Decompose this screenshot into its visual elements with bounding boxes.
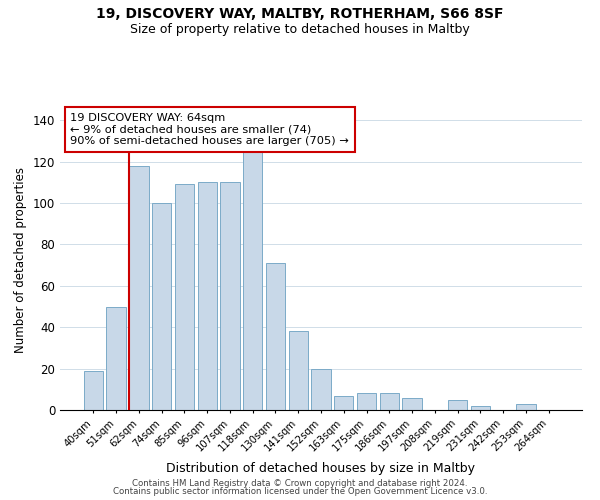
Bar: [129, 166, 149, 410]
Bar: [311, 368, 331, 410]
Bar: [84, 370, 103, 410]
Bar: [175, 184, 194, 410]
Y-axis label: Number of detached properties: Number of detached properties: [14, 167, 27, 353]
Text: Size of property relative to detached houses in Maltby: Size of property relative to detached ho…: [130, 22, 470, 36]
Bar: [106, 306, 126, 410]
Bar: [243, 135, 262, 410]
Bar: [357, 394, 376, 410]
Text: 19, DISCOVERY WAY, MALTBY, ROTHERHAM, S66 8SF: 19, DISCOVERY WAY, MALTBY, ROTHERHAM, S6…: [96, 8, 504, 22]
Bar: [334, 396, 353, 410]
Bar: [448, 400, 467, 410]
Text: Contains public sector information licensed under the Open Government Licence v3: Contains public sector information licen…: [113, 487, 487, 496]
X-axis label: Distribution of detached houses by size in Maltby: Distribution of detached houses by size …: [167, 462, 476, 474]
Bar: [403, 398, 422, 410]
Bar: [289, 332, 308, 410]
Bar: [470, 406, 490, 410]
Bar: [220, 182, 239, 410]
Text: 19 DISCOVERY WAY: 64sqm
← 9% of detached houses are smaller (74)
90% of semi-det: 19 DISCOVERY WAY: 64sqm ← 9% of detached…: [70, 113, 349, 146]
Bar: [152, 203, 172, 410]
Bar: [516, 404, 536, 410]
Bar: [266, 263, 285, 410]
Text: Contains HM Land Registry data © Crown copyright and database right 2024.: Contains HM Land Registry data © Crown c…: [132, 478, 468, 488]
Bar: [380, 394, 399, 410]
Bar: [197, 182, 217, 410]
